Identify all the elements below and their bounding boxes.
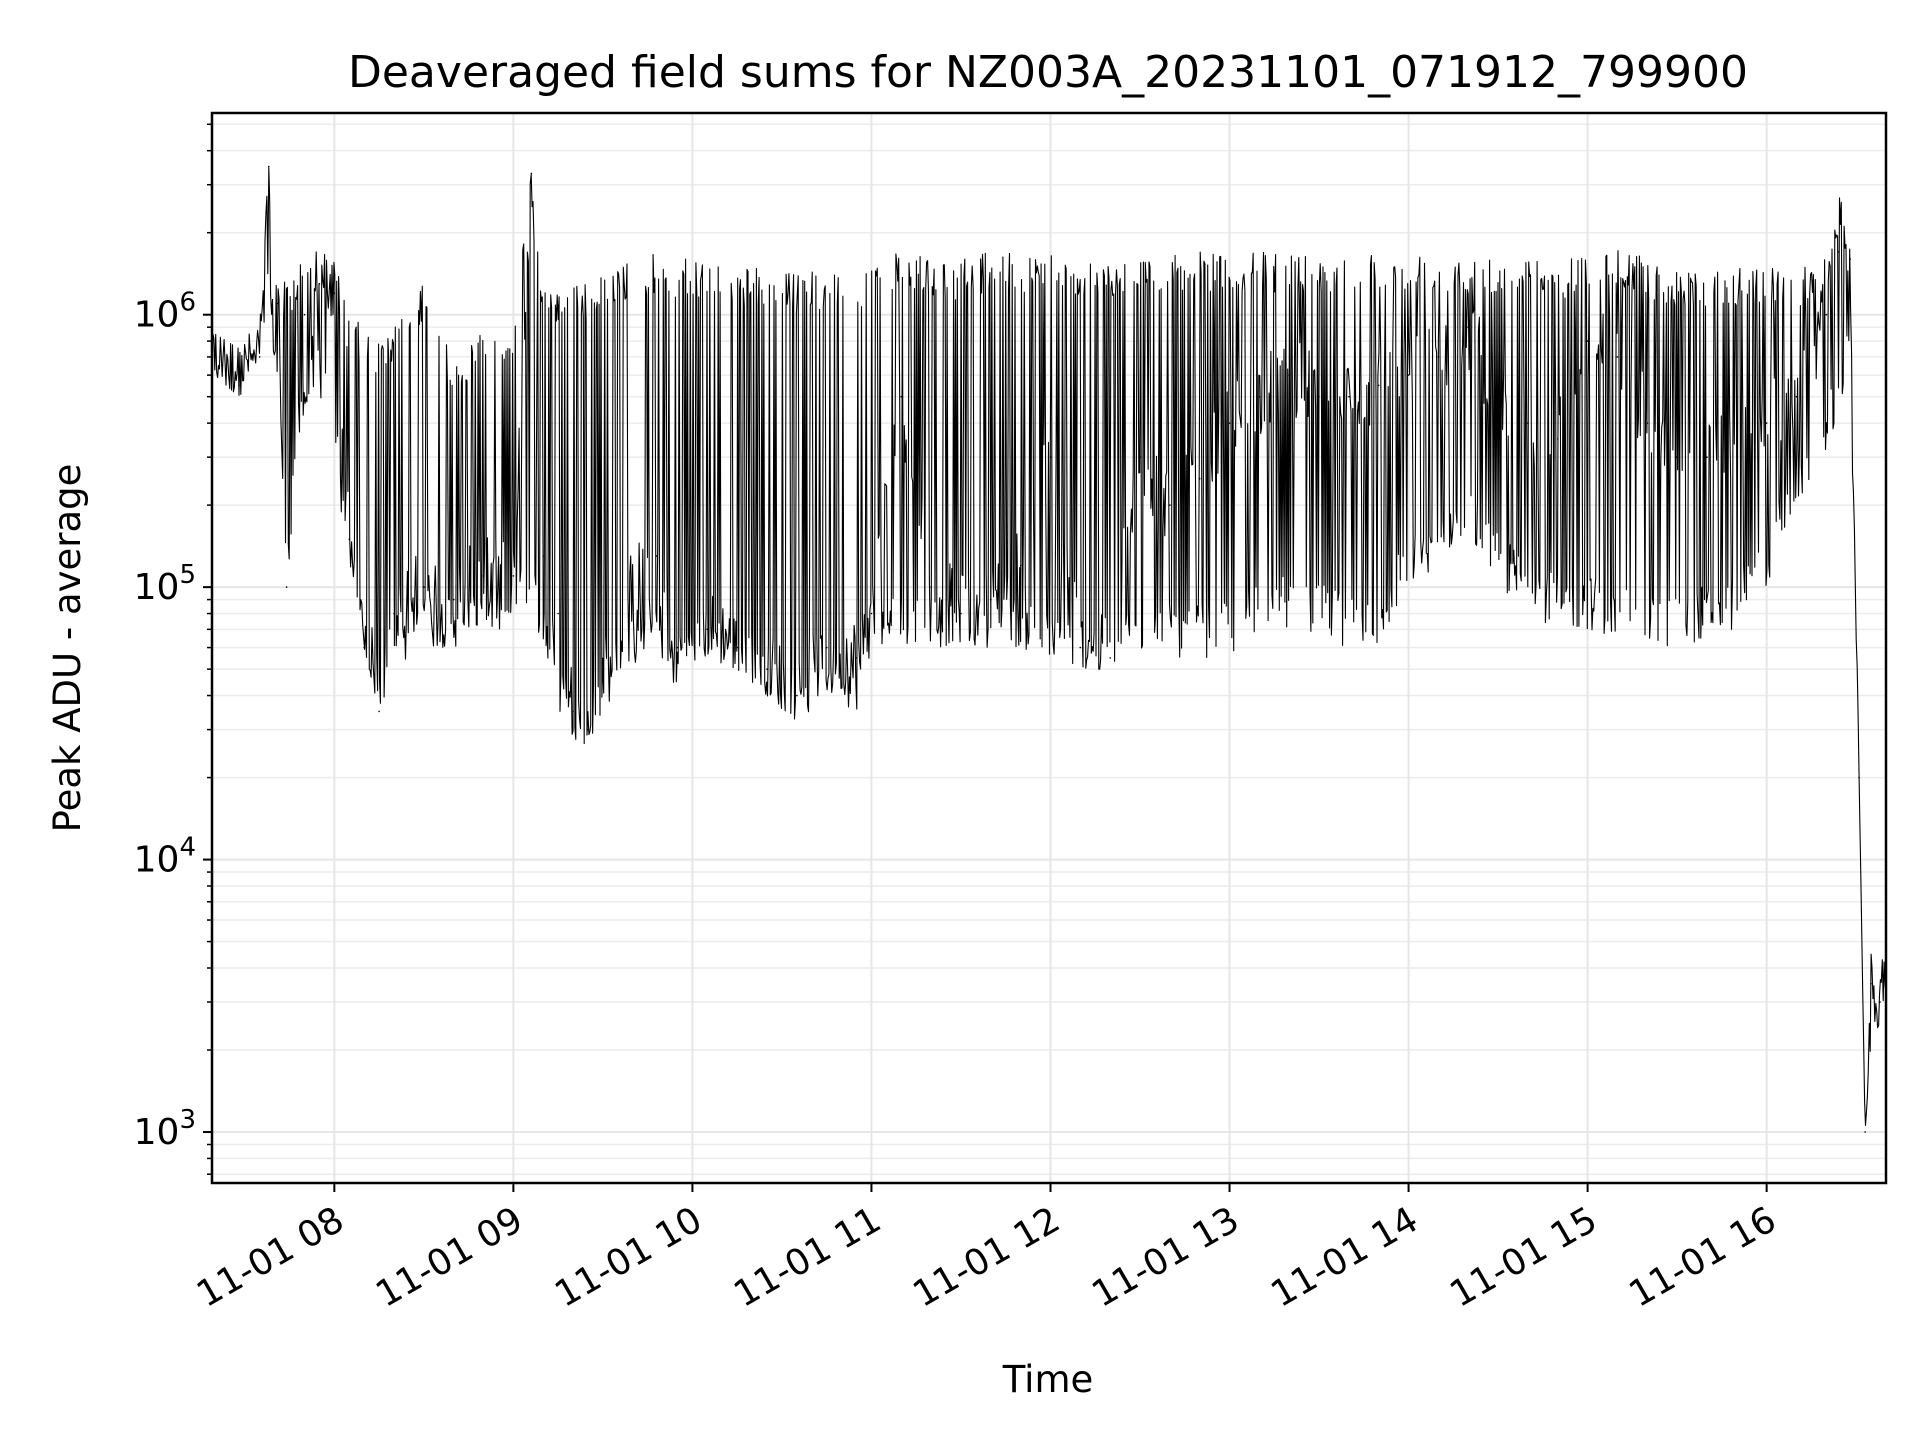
data-point: [1864, 1131, 1866, 1133]
data-point: [1377, 384, 1380, 387]
data-point: [855, 657, 858, 659]
y-tick-exponent: 5: [179, 560, 196, 590]
data-point: [602, 680, 604, 683]
data-point: [1765, 422, 1768, 424]
data-point: [655, 555, 658, 557]
data-point: [1407, 374, 1410, 376]
y-tick-label: 106: [134, 288, 196, 336]
data-point: [930, 586, 932, 588]
data-point: [530, 172, 533, 175]
data-point: [960, 612, 962, 615]
data-point: [587, 728, 589, 731]
data-point: [1288, 374, 1290, 376]
x-axis-label: Time: [1002, 1358, 1094, 1401]
data-point: [1497, 395, 1499, 398]
chart-title: Deaveraged field sums for NZ003A_2023110…: [348, 47, 1748, 98]
data-point: [1437, 356, 1440, 358]
data-point: [1139, 456, 1141, 459]
data-point: [1169, 504, 1171, 506]
data-point: [267, 165, 270, 168]
data-point: [1586, 340, 1589, 342]
data-point: [1019, 564, 1022, 567]
data-point: [990, 598, 992, 601]
y-tick-exponent: 4: [179, 833, 196, 863]
data-point: [393, 612, 395, 615]
data-point: [825, 646, 828, 649]
data-point: [276, 302, 279, 305]
y-tick-label: 104: [134, 833, 196, 881]
data-point: [238, 384, 240, 387]
data-point: [870, 612, 873, 615]
data-point: [1228, 422, 1231, 424]
data-point: [900, 395, 903, 398]
data-point: [258, 356, 261, 358]
data-point: [348, 538, 351, 540]
data-point: [214, 356, 216, 358]
data-point: [1825, 313, 1828, 316]
data-point: [512, 575, 515, 577]
y-tick-base: 10: [134, 840, 180, 881]
data-point: [1870, 983, 1872, 985]
data-point: [423, 586, 425, 588]
data-point: [452, 598, 455, 601]
y-tick-exponent: 6: [179, 288, 196, 318]
data-point: [285, 586, 288, 588]
data-point: [1557, 438, 1559, 440]
data-point: [572, 710, 574, 713]
data-point: [1318, 395, 1320, 398]
data-point: [542, 555, 544, 557]
y-tick-label: 105: [134, 560, 196, 608]
y-tick-label: 103: [134, 1105, 196, 1153]
y-tick-exponent: 3: [179, 1105, 196, 1135]
y-tick-base: 10: [134, 295, 180, 336]
data-point: [1879, 1001, 1881, 1003]
y-tick-base: 10: [134, 1112, 180, 1153]
data-point: [1049, 456, 1052, 459]
y-tick-base: 10: [134, 567, 180, 608]
data-point: [1706, 456, 1708, 459]
data-point: [1858, 776, 1860, 779]
data-point: [1616, 356, 1619, 358]
data-point: [482, 575, 485, 577]
data-series-line: [211, 166, 1887, 1127]
data-point: [676, 646, 679, 649]
data-point: [1646, 422, 1649, 424]
data-point: [766, 668, 768, 670]
data-point: [1348, 395, 1350, 398]
data-point: [363, 646, 366, 649]
data-point: [1795, 395, 1798, 398]
y-axis-label: Peak ADU - average: [46, 464, 89, 833]
data-point: [1849, 258, 1851, 260]
data-point: [378, 710, 380, 713]
data-point: [1198, 477, 1201, 480]
data-point: [1527, 422, 1529, 424]
data-point: [1109, 657, 1111, 659]
data-point: [736, 646, 738, 649]
data-point: [1736, 438, 1738, 440]
data-point: [1837, 251, 1840, 253]
data-point: [1079, 646, 1082, 649]
data-point: [333, 292, 336, 294]
data-point: [631, 586, 634, 588]
data-point: [1258, 395, 1261, 398]
data-point: [1676, 456, 1678, 459]
data-point: [796, 694, 798, 697]
plot-area: [211, 165, 1887, 1133]
data-point: [318, 282, 321, 285]
data-point: [706, 628, 709, 631]
data-point: [1467, 326, 1469, 329]
data-point: [303, 313, 306, 316]
data-point: [557, 612, 559, 615]
